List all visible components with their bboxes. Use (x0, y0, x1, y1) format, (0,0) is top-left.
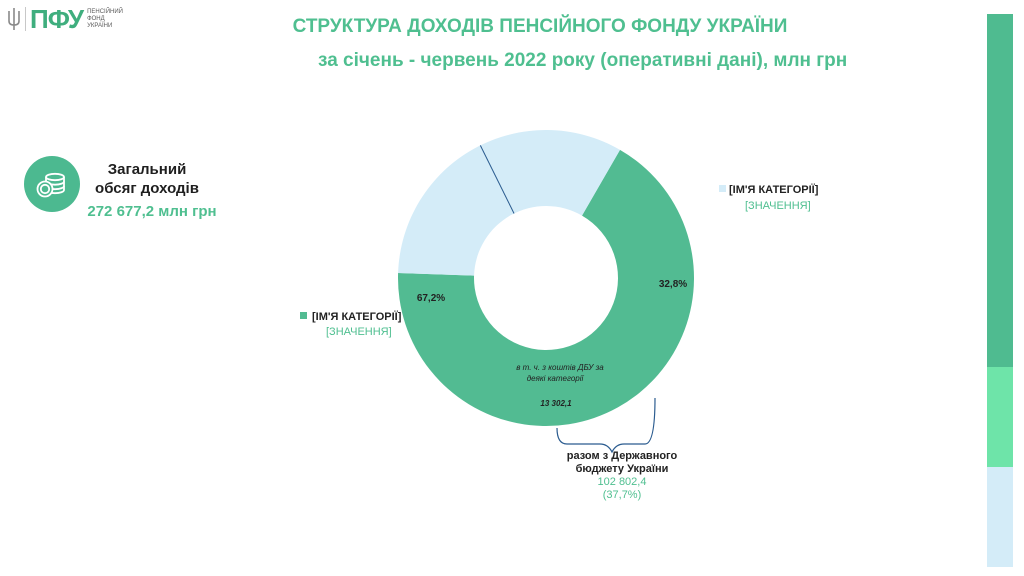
bracket-percent: (37,7%) (603, 489, 642, 501)
coins-icon (24, 156, 80, 212)
page-subtitle: за січень - червень 2022 року (оперативн… (318, 50, 848, 71)
legend-label-blue: [ІМ'Я КАТЕГОРІЇ] (729, 183, 819, 196)
trident-icon (8, 8, 20, 30)
bracket-label-2: бюджету України (576, 463, 669, 475)
total-label-line2: обсяг доходів (95, 180, 199, 197)
slice-green (398, 149, 695, 426)
decor-bar-green (987, 14, 1013, 367)
sub-segment-text-1: в т. ч. з коштів ДБУ за (516, 363, 604, 372)
legend-value-blue: [ЗНАЧЕННЯ] (745, 200, 811, 212)
logo-text: ПФУ (30, 3, 84, 34)
logo-subtitle: ПЕНСІЙНИЙ ФОНД УКРАЇНИ (87, 8, 123, 29)
percent-label-blue: 32,8% (659, 279, 687, 290)
bracket (556, 397, 656, 454)
logo: ПФУ ПЕНСІЙНИЙ ФОНД УКРАЇНИ (6, 3, 123, 34)
total-label: Загальний обсяг доходів (82, 160, 212, 198)
legend-label-green: [ІМ'Я КАТЕГОРІЇ] (312, 310, 402, 323)
legend-swatch-blue (719, 185, 726, 192)
total-label-line1: Загальний (107, 161, 187, 178)
decor-bar-blue (987, 467, 1013, 567)
total-value: 272 677,2 млн грн (87, 203, 217, 220)
page-title: СТРУКТУРА ДОХОДІВ ПЕНСІЙНОГО ФОНДУ УКРАЇ… (292, 16, 788, 37)
percent-label-green: 67,2% (417, 293, 445, 304)
bracket-label-1: разом з Державного (567, 450, 678, 462)
legend-swatch-green (300, 312, 307, 319)
decor-bar-mint (987, 367, 1013, 467)
sub-segment-divider (479, 145, 515, 214)
sub-segment-value: 13 302,1 (540, 399, 572, 408)
logo-divider (25, 7, 26, 31)
sub-segment-text-2: деякі категорії (527, 374, 585, 383)
legend-value-green: [ЗНАЧЕННЯ] (326, 326, 392, 338)
bracket-value: 102 802,4 (598, 476, 647, 488)
